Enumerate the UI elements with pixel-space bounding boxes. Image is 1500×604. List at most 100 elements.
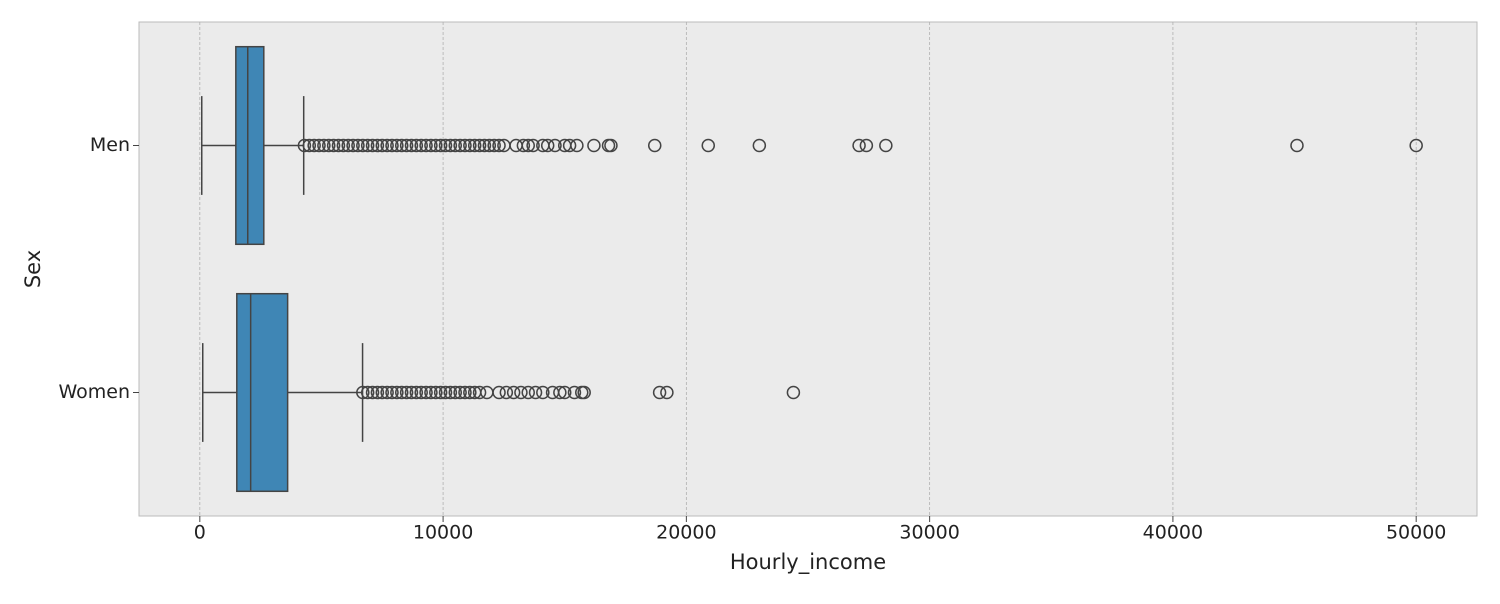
outlier xyxy=(492,138,506,153)
outlier xyxy=(521,385,535,400)
outlier xyxy=(404,385,419,400)
outlier xyxy=(414,138,428,153)
outlier xyxy=(375,138,390,153)
outlier xyxy=(346,138,360,153)
x-tick-label: 50000 xyxy=(1386,522,1446,544)
outlier xyxy=(433,138,448,153)
outlier xyxy=(701,138,716,153)
outlier xyxy=(312,138,326,153)
outlier xyxy=(429,385,443,400)
outlier xyxy=(453,385,467,400)
outlier xyxy=(419,138,433,153)
outlier xyxy=(1409,138,1423,153)
outlier xyxy=(499,385,514,400)
outlier xyxy=(472,138,487,153)
outlier xyxy=(356,138,370,153)
outlier xyxy=(463,138,477,153)
outlier xyxy=(472,385,487,400)
outlier xyxy=(394,138,409,153)
outlier xyxy=(752,138,767,153)
outlier xyxy=(390,385,404,400)
outlier xyxy=(604,138,618,153)
outlier xyxy=(506,385,521,400)
outlier xyxy=(438,385,453,400)
outlier xyxy=(317,138,331,153)
outlier xyxy=(647,138,662,153)
box xyxy=(235,45,265,246)
outlier xyxy=(399,138,414,153)
outlier xyxy=(577,385,591,400)
x-tick-label: 40000 xyxy=(1143,522,1203,544)
y-tick-label: Men xyxy=(90,134,130,156)
outlier xyxy=(429,138,443,153)
outlier xyxy=(370,385,385,400)
outlier xyxy=(336,138,351,153)
outlier xyxy=(562,138,577,153)
outlier xyxy=(548,138,562,153)
outlier xyxy=(322,138,336,153)
y-axis-label: Sex xyxy=(21,250,45,288)
outlier xyxy=(458,385,472,400)
outlier xyxy=(438,138,453,153)
outlier xyxy=(360,385,375,400)
y-tick-label: Women xyxy=(58,381,130,403)
outlier xyxy=(852,138,866,153)
outlier xyxy=(458,138,472,153)
outlier xyxy=(514,385,528,400)
outlier xyxy=(859,138,874,153)
plot-area xyxy=(138,21,1478,517)
outlier xyxy=(424,385,438,400)
outlier xyxy=(370,138,385,153)
outlier xyxy=(521,138,535,153)
x-axis-label: Hourly_income xyxy=(730,550,886,575)
outlier xyxy=(297,138,312,153)
outlier xyxy=(433,385,448,400)
outlier xyxy=(399,385,414,400)
outlier xyxy=(365,385,380,400)
outlier xyxy=(516,138,531,153)
outlier xyxy=(404,138,419,153)
x-tick-label: 20000 xyxy=(656,522,716,544)
x-tick-label: 30000 xyxy=(899,522,959,544)
outlier xyxy=(448,138,463,153)
outlier xyxy=(528,385,543,400)
box xyxy=(236,292,289,493)
outlier xyxy=(536,385,550,400)
outlier xyxy=(467,138,482,153)
outlier xyxy=(448,385,463,400)
outlier xyxy=(356,385,370,400)
outlier xyxy=(409,385,424,400)
x-tick-label: 0 xyxy=(194,522,206,544)
outlier xyxy=(424,138,438,153)
outlier xyxy=(390,138,404,153)
outlier xyxy=(394,385,409,400)
outlier xyxy=(443,385,458,400)
outlier xyxy=(557,385,572,400)
outlier xyxy=(380,385,394,400)
outlier xyxy=(326,138,341,153)
outlier xyxy=(341,138,355,153)
outlier xyxy=(307,138,321,153)
outlier xyxy=(419,385,433,400)
outlier xyxy=(786,385,801,400)
outlier xyxy=(414,385,428,400)
outlier xyxy=(409,138,424,153)
outlier xyxy=(351,138,365,153)
outlier xyxy=(477,138,492,153)
outlier xyxy=(492,385,506,400)
outlier xyxy=(487,138,501,153)
outlier xyxy=(1290,138,1304,153)
outlier xyxy=(660,385,674,400)
outlier xyxy=(385,138,399,153)
outlier xyxy=(567,385,582,400)
outlier xyxy=(540,138,555,153)
outlier xyxy=(375,385,390,400)
outlier xyxy=(380,138,394,153)
outlier xyxy=(453,138,467,153)
outlier xyxy=(331,138,346,153)
outlier xyxy=(482,138,497,153)
outlier xyxy=(302,138,317,153)
outlier xyxy=(587,138,601,153)
outlier xyxy=(360,138,375,153)
